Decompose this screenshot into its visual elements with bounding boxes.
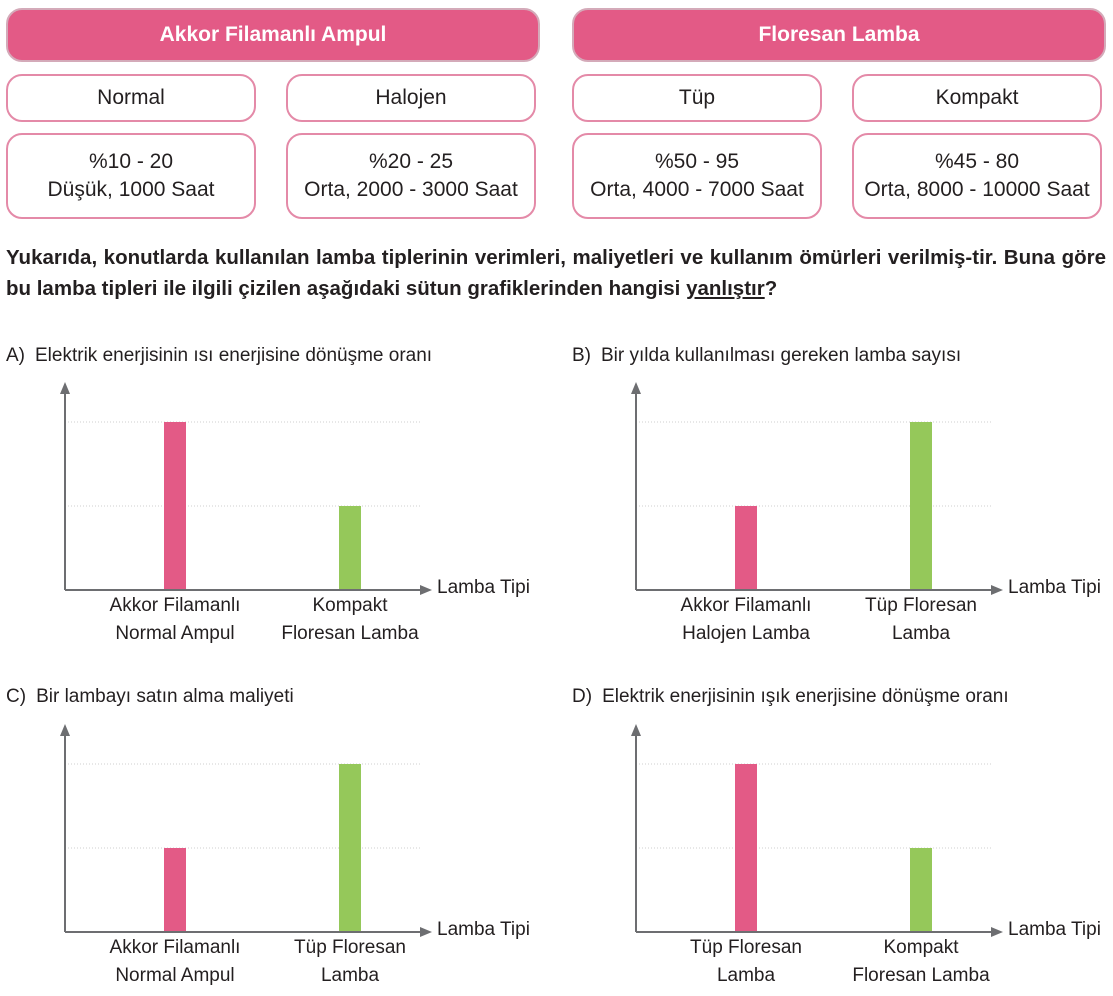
lamp-type-kompakt: Kompakt (852, 74, 1102, 122)
lamp-efficiency: %10 - 20 (88, 150, 174, 173)
category-label-line: Lamba (891, 623, 951, 644)
bar-2 (339, 764, 361, 932)
chart-title-text: Bir yılda kullanılması gereken lamba say… (601, 345, 962, 366)
category-label-line: Lamba (716, 965, 776, 986)
category-label-line: Akkor Filamanlı (109, 937, 241, 958)
category-label-line: Floresan Lamba (852, 965, 990, 986)
chart-a-title: A) Elektrik enerjisinin ısı enerjisine dö… (6, 345, 432, 367)
chart-title-text: Bir lambayı satın alma maliyeti (36, 686, 294, 707)
category-label: Tüp Floresan Lamba (821, 592, 1021, 648)
lamp-life: Orta, 2000 - 3000 Saat (304, 178, 518, 201)
x-axis-label: Lamba Tipi (1008, 577, 1101, 598)
lamp-type-label: Kompakt (935, 86, 1019, 109)
category-label-line: Floresan Lamba (281, 623, 419, 644)
category-label-line: Kompakt (883, 937, 959, 958)
category-label-line: Akkor Filamanlı (109, 595, 241, 616)
category-label-line: Normal Ampul (115, 965, 235, 986)
chart-a (60, 382, 432, 595)
y-axis-arrow-icon (631, 724, 641, 736)
category-label-line: Normal Ampul (115, 623, 235, 644)
lamp-type-tup: Tüp (572, 74, 822, 122)
x-axis-label: Lamba Tipi (437, 577, 530, 598)
x-axis-arrow-icon (991, 927, 1003, 937)
header-fluorescent: Floresan Lamba (572, 8, 1106, 62)
y-axis-arrow-icon (60, 724, 70, 736)
chart-d (631, 724, 1003, 937)
chart-d-title: D) Elektrik enerjisinin ışık enerjisine d… (572, 686, 1009, 708)
bar-1 (735, 764, 757, 932)
lamp-spec-halojen: %20 - 25 Orta, 2000 - 3000 Saat (286, 133, 536, 219)
question-emphasis: yanlıştır (686, 277, 765, 300)
lamp-life: Orta, 4000 - 7000 Saat (590, 178, 804, 201)
option-letter[interactable]: B) (572, 345, 591, 366)
bar-2 (910, 422, 932, 590)
bar-1 (164, 848, 186, 932)
x-axis-arrow-icon (991, 585, 1003, 595)
question-text: Yukarıda, konutlarda kullanılan lamba ti… (6, 242, 1106, 304)
lamp-efficiency: %20 - 25 (368, 150, 454, 173)
chart-c-title: C) Bir lambayı satın alma maliyeti (6, 686, 294, 708)
x-axis-arrow-icon (420, 927, 432, 937)
category-label: Kompakt Floresan Lamba (250, 592, 450, 648)
lamp-type-label: Normal (97, 86, 165, 109)
bar-2 (339, 506, 361, 590)
y-axis-arrow-icon (631, 382, 641, 394)
option-letter[interactable]: D) (572, 686, 593, 707)
lamp-spec-normal: %10 - 20 Düşük, 1000 Saat (6, 133, 256, 219)
category-label: Tüp Floresan Lamba (250, 934, 450, 990)
category-label-line: Akkor Filamanlı (680, 595, 812, 616)
bar-1 (164, 422, 186, 590)
lamp-type-normal: Normal (6, 74, 256, 122)
lamp-type-label: Tüp (678, 86, 716, 109)
x-axis-label: Lamba Tipi (437, 919, 530, 940)
lamp-spec-tup: %50 - 95 Orta, 4000 - 7000 Saat (572, 133, 822, 219)
lamp-type-label: Halojen (375, 86, 447, 109)
category-label-line: Tüp Floresan (294, 937, 406, 958)
category-label: Kompakt Floresan Lamba (821, 934, 1021, 990)
category-label: Akkor Filamanlı Halojen Lamba (646, 592, 846, 648)
category-label-line: Kompakt (312, 595, 388, 616)
lamp-life: Düşük, 1000 Saat (47, 178, 215, 201)
option-letter[interactable]: A) (6, 345, 25, 366)
y-axis-arrow-icon (60, 382, 70, 394)
x-axis-label: Lamba Tipi (1008, 919, 1101, 940)
category-label-line: Lamba (320, 965, 380, 986)
lamp-life: Orta, 8000 - 10000 Saat (864, 178, 1090, 201)
category-label: Akkor Filamanlı Normal Ampul (75, 934, 275, 990)
category-label: Tüp Floresan Lamba (646, 934, 846, 990)
header-incandescent: Akkor Filamanlı Ampul (6, 8, 540, 62)
question-end: ? (764, 277, 778, 300)
category-label-line: Tüp Floresan (865, 595, 977, 616)
chart-b (631, 382, 1003, 595)
lamp-efficiency: %45 - 80 (934, 150, 1020, 173)
category-label-line: Tüp Floresan (690, 937, 802, 958)
category-label-line: Halojen Lamba (682, 623, 810, 644)
chart-title-text: Elektrik enerjisinin ışık enerjisine dön… (602, 686, 1009, 707)
bar-2 (910, 848, 932, 932)
lamp-spec-kompakt: %45 - 80 Orta, 8000 - 10000 Saat (852, 133, 1102, 219)
chart-b-title: B) Bir yılda kullanılması gereken lamba s… (572, 345, 961, 367)
lamp-efficiency: %50 - 95 (654, 150, 740, 173)
bar-1 (735, 506, 757, 590)
category-label: Akkor Filamanlı Normal Ampul (75, 592, 275, 648)
x-axis-arrow-icon (420, 585, 432, 595)
option-letter[interactable]: C) (6, 686, 27, 707)
question-body: Yukarıda, konutlarda kullanılan lamba ti… (6, 246, 1106, 300)
chart-c (60, 724, 432, 937)
chart-title-text: Elektrik enerjisinin ısı enerjisine dönü… (35, 345, 433, 366)
lamp-type-halojen: Halojen (286, 74, 536, 122)
